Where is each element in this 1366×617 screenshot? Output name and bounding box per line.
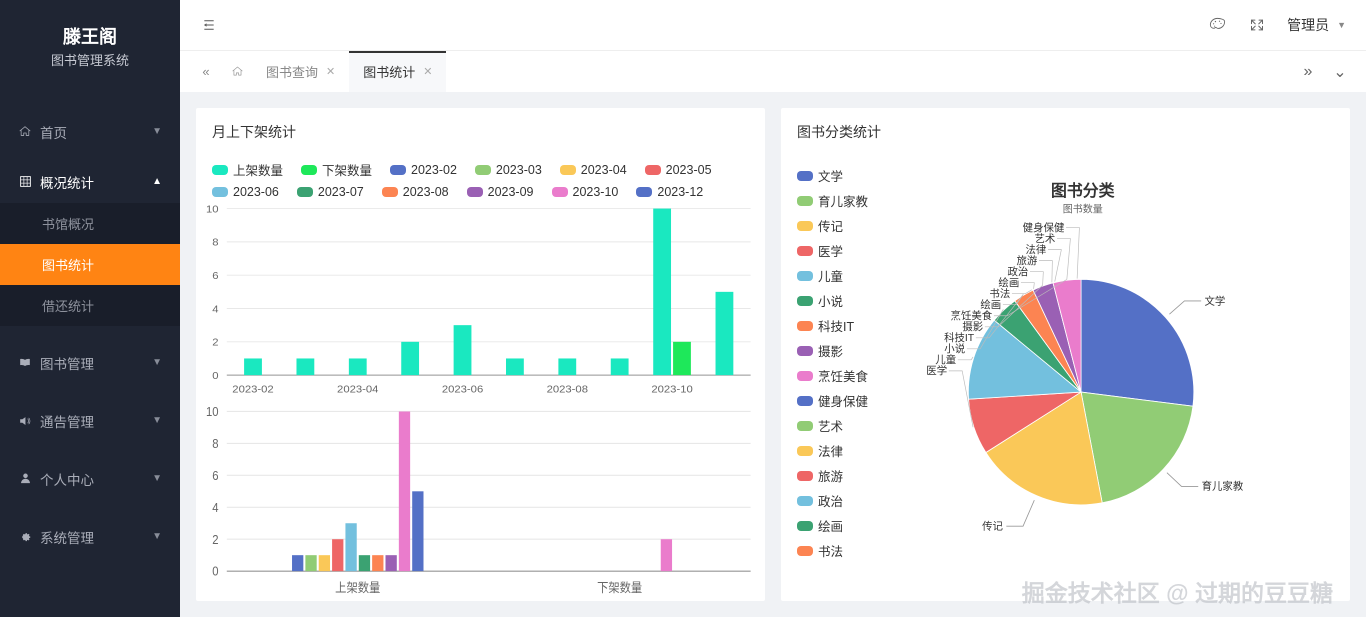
svg-text:10: 10 (206, 204, 219, 216)
svg-text:健身保健: 健身保健 (1023, 221, 1065, 234)
svg-text:6: 6 (212, 270, 218, 282)
svg-text:旅游: 旅游 (1016, 254, 1037, 267)
svg-text:8: 8 (212, 436, 219, 451)
svg-text:图书数量: 图书数量 (1063, 203, 1103, 216)
svg-text:6: 6 (212, 468, 219, 483)
svg-text:10: 10 (206, 404, 219, 419)
svg-text:摄影: 摄影 (962, 320, 983, 333)
svg-text:0: 0 (212, 370, 218, 382)
svg-text:小说: 小说 (944, 342, 965, 355)
svg-text:图书分类: 图书分类 (1051, 181, 1115, 200)
svg-text:育儿家教: 育儿家教 (1202, 480, 1244, 493)
svg-text:4: 4 (212, 304, 218, 316)
svg-text:绘画: 绘画 (998, 276, 1019, 289)
svg-text:2023-04: 2023-04 (337, 384, 378, 396)
svg-text:传记: 传记 (982, 521, 1003, 533)
svg-text:2: 2 (212, 337, 218, 349)
svg-text:儿童: 儿童 (935, 353, 956, 366)
svg-text:2023-08: 2023-08 (547, 384, 588, 396)
svg-text:2023-06: 2023-06 (442, 384, 483, 396)
svg-text:医学: 医学 (926, 364, 947, 377)
svg-text:绘画: 绘画 (980, 298, 1001, 311)
svg-text:文学: 文学 (1204, 294, 1225, 307)
svg-text:书法: 书法 (989, 287, 1010, 300)
svg-text:4: 4 (212, 500, 219, 515)
svg-text:政治: 政治 (1007, 265, 1028, 278)
svg-text:2023-10: 2023-10 (651, 384, 692, 396)
svg-text:上架数量: 上架数量 (335, 579, 380, 595)
svg-text:下架数量: 下架数量 (597, 579, 642, 595)
svg-text:2023-02: 2023-02 (232, 384, 273, 396)
svg-text:艺术: 艺术 (1035, 233, 1056, 245)
svg-text:法律: 法律 (1025, 243, 1046, 256)
svg-text:科技IT: 科技IT (944, 331, 975, 344)
svg-text:2: 2 (212, 532, 219, 547)
svg-text:0: 0 (212, 564, 219, 579)
svg-text:8: 8 (212, 237, 218, 249)
svg-text:烹饪美食: 烹饪美食 (951, 309, 993, 322)
